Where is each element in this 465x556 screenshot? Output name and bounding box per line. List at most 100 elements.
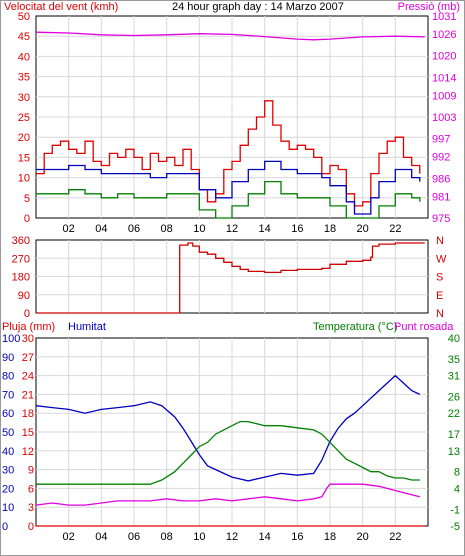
wind-x-tick-label: 22 [389, 223, 401, 235]
temperature-series [36, 420, 420, 485]
rain-y-tick-label: 15 [22, 427, 34, 439]
compass-tick-label: W [436, 253, 447, 265]
rain-y-tick-label: 27 [22, 352, 34, 364]
chart-title: 24 hour graph day : 14 Marzo 2007 [172, 1, 344, 13]
pressure-y-tick-label: 1003 [432, 112, 456, 124]
direction-y-tick-label: 0 [24, 308, 30, 320]
rain-axis-label: Pluja (mm) [2, 321, 55, 333]
wind-y-tick-label: 45 [18, 31, 30, 43]
wind-average-series [36, 160, 421, 215]
wind-axis-label: Velocitat del vent (kmh) [4, 1, 118, 13]
rain-y-tick-label: 6 [28, 483, 34, 495]
temperature-y-tick-label: 26 [448, 391, 460, 403]
humidity-y-tick-label: 50 [2, 427, 14, 439]
wind-y-tick-label: 15 [18, 152, 30, 164]
wind-y-tick-label: 10 [18, 173, 30, 185]
wind-x-tick-label: 10 [193, 223, 205, 235]
temperature-y-tick-label: -1 [450, 504, 460, 516]
wind-y-tick-label: 0 [24, 213, 30, 225]
env-x-tick-label: 22 [389, 531, 401, 543]
rain-y-tick-label: 18 [22, 408, 34, 420]
wind-y-tick-label: 40 [18, 51, 30, 63]
wind-direction-series [36, 242, 425, 314]
compass-tick-label: N [436, 235, 444, 247]
temperature-y-tick-label: 40 [448, 333, 460, 345]
temperature-y-tick-label: 13 [448, 446, 460, 458]
wind-x-tick-label: 08 [161, 223, 173, 235]
compass-tick-label: S [436, 272, 443, 284]
wind-pressure-panel: 02 04 06 08 10 12 14 16 18 20 22 0 5 10 15 20 25 30 35 40 45… [18, 11, 457, 235]
humidity-series [35, 374, 421, 482]
wind-x-tick-label: 02 [63, 223, 75, 235]
wind-speed-series [36, 100, 421, 207]
rain-y-tick-label: 21 [22, 389, 34, 401]
humidity-axis-label: Humitat [68, 321, 106, 333]
rain-y-tick-label: 0 [28, 521, 34, 533]
wind-x-tick-label: 04 [95, 223, 107, 235]
wind-minimum-series [36, 180, 421, 219]
wind-x-tick-label: 14 [259, 223, 271, 235]
pressure-y-tick-label: 981 [432, 191, 450, 203]
compass-tick-label: E [436, 290, 443, 302]
wind-y-tick-label: 30 [18, 92, 30, 104]
pressure-y-tick-label: 986 [432, 173, 450, 185]
wind-y-tick-label: 20 [18, 132, 30, 144]
rain-y-tick-label: 24 [22, 371, 34, 383]
env-x-tick-label: 18 [324, 531, 336, 543]
pressure-y-tick-label: 1014 [432, 72, 456, 84]
compass-tick-label: N [436, 308, 444, 320]
direction-y-tick-label: 270 [12, 253, 30, 265]
wind-x-tick-label: 12 [226, 223, 238, 235]
env-x-tick-label: 16 [291, 531, 303, 543]
direction-y-tick-label: 90 [18, 290, 30, 302]
humidity-y-tick-label: 80 [2, 371, 14, 383]
rain-y-tick-label: 30 [22, 333, 34, 345]
humidity-y-tick-label: 30 [2, 465, 14, 477]
env-x-tick-label: 06 [128, 531, 140, 543]
pressure-series [35, 31, 425, 41]
env-x-tick-label: 08 [161, 531, 173, 543]
humidity-y-tick-label: 40 [2, 446, 14, 458]
env-x-tick-label: 20 [357, 531, 369, 543]
wind-x-tick-label: 20 [357, 223, 369, 235]
rain-y-tick-label: 9 [28, 465, 34, 477]
humidity-y-tick-label: 100 [2, 333, 20, 345]
humidity-y-tick-label: 10 [2, 502, 14, 514]
temperature-y-tick-label: 31 [448, 371, 460, 383]
humidity-temperature-panel: 02 04 06 08 10 12 14 16 18 20 22036912151821242730… [2, 333, 460, 543]
pressure-y-tick-label: 1031 [432, 11, 456, 23]
pressure-axis-label: Pressió (mb) [398, 1, 460, 13]
dewpoint-axis-label: Punt rosada [394, 321, 454, 333]
rain-y-tick-label: 12 [22, 446, 34, 458]
pressure-y-tick-label: 992 [432, 152, 450, 164]
dewpoint-series [35, 483, 420, 506]
env-x-tick-label: 02 [63, 531, 75, 543]
env-x-tick-label: 12 [226, 531, 238, 543]
pressure-y-tick-label: 1026 [432, 29, 456, 41]
humidity-y-tick-label: 90 [2, 352, 14, 364]
humidity-y-tick-label: 60 [2, 408, 14, 420]
humidity-y-tick-label: 70 [2, 389, 14, 401]
temperature-axis-label: Temperatura (°C) [313, 321, 397, 333]
wind-x-tick-label: 18 [324, 223, 336, 235]
direction-y-tick-label: 180 [12, 272, 30, 284]
humidity-y-tick-label: 0 [2, 521, 8, 533]
pressure-y-tick-label: 1009 [432, 90, 456, 102]
wind-y-tick-label: 25 [18, 112, 30, 124]
direction-y-tick-label: 360 [12, 235, 30, 247]
env-x-tick-label: 14 [259, 531, 271, 543]
humidity-y-tick-label: 20 [2, 483, 14, 495]
wind-y-tick-label: 50 [18, 11, 30, 23]
wind-y-tick-label: 5 [24, 193, 30, 205]
pressure-y-tick-label: 997 [432, 134, 450, 146]
rain-y-tick-label: 3 [28, 502, 34, 514]
temperature-y-tick-label: 4 [454, 483, 460, 495]
temperature-y-tick-label: -5 [450, 521, 460, 533]
env-x-tick-label: 10 [193, 531, 205, 543]
pressure-y-tick-label: 1020 [432, 51, 456, 63]
env-x-tick-label: 04 [95, 531, 107, 543]
temperature-y-tick-label: 8 [454, 467, 460, 479]
wind-x-tick-label: 06 [128, 223, 140, 235]
